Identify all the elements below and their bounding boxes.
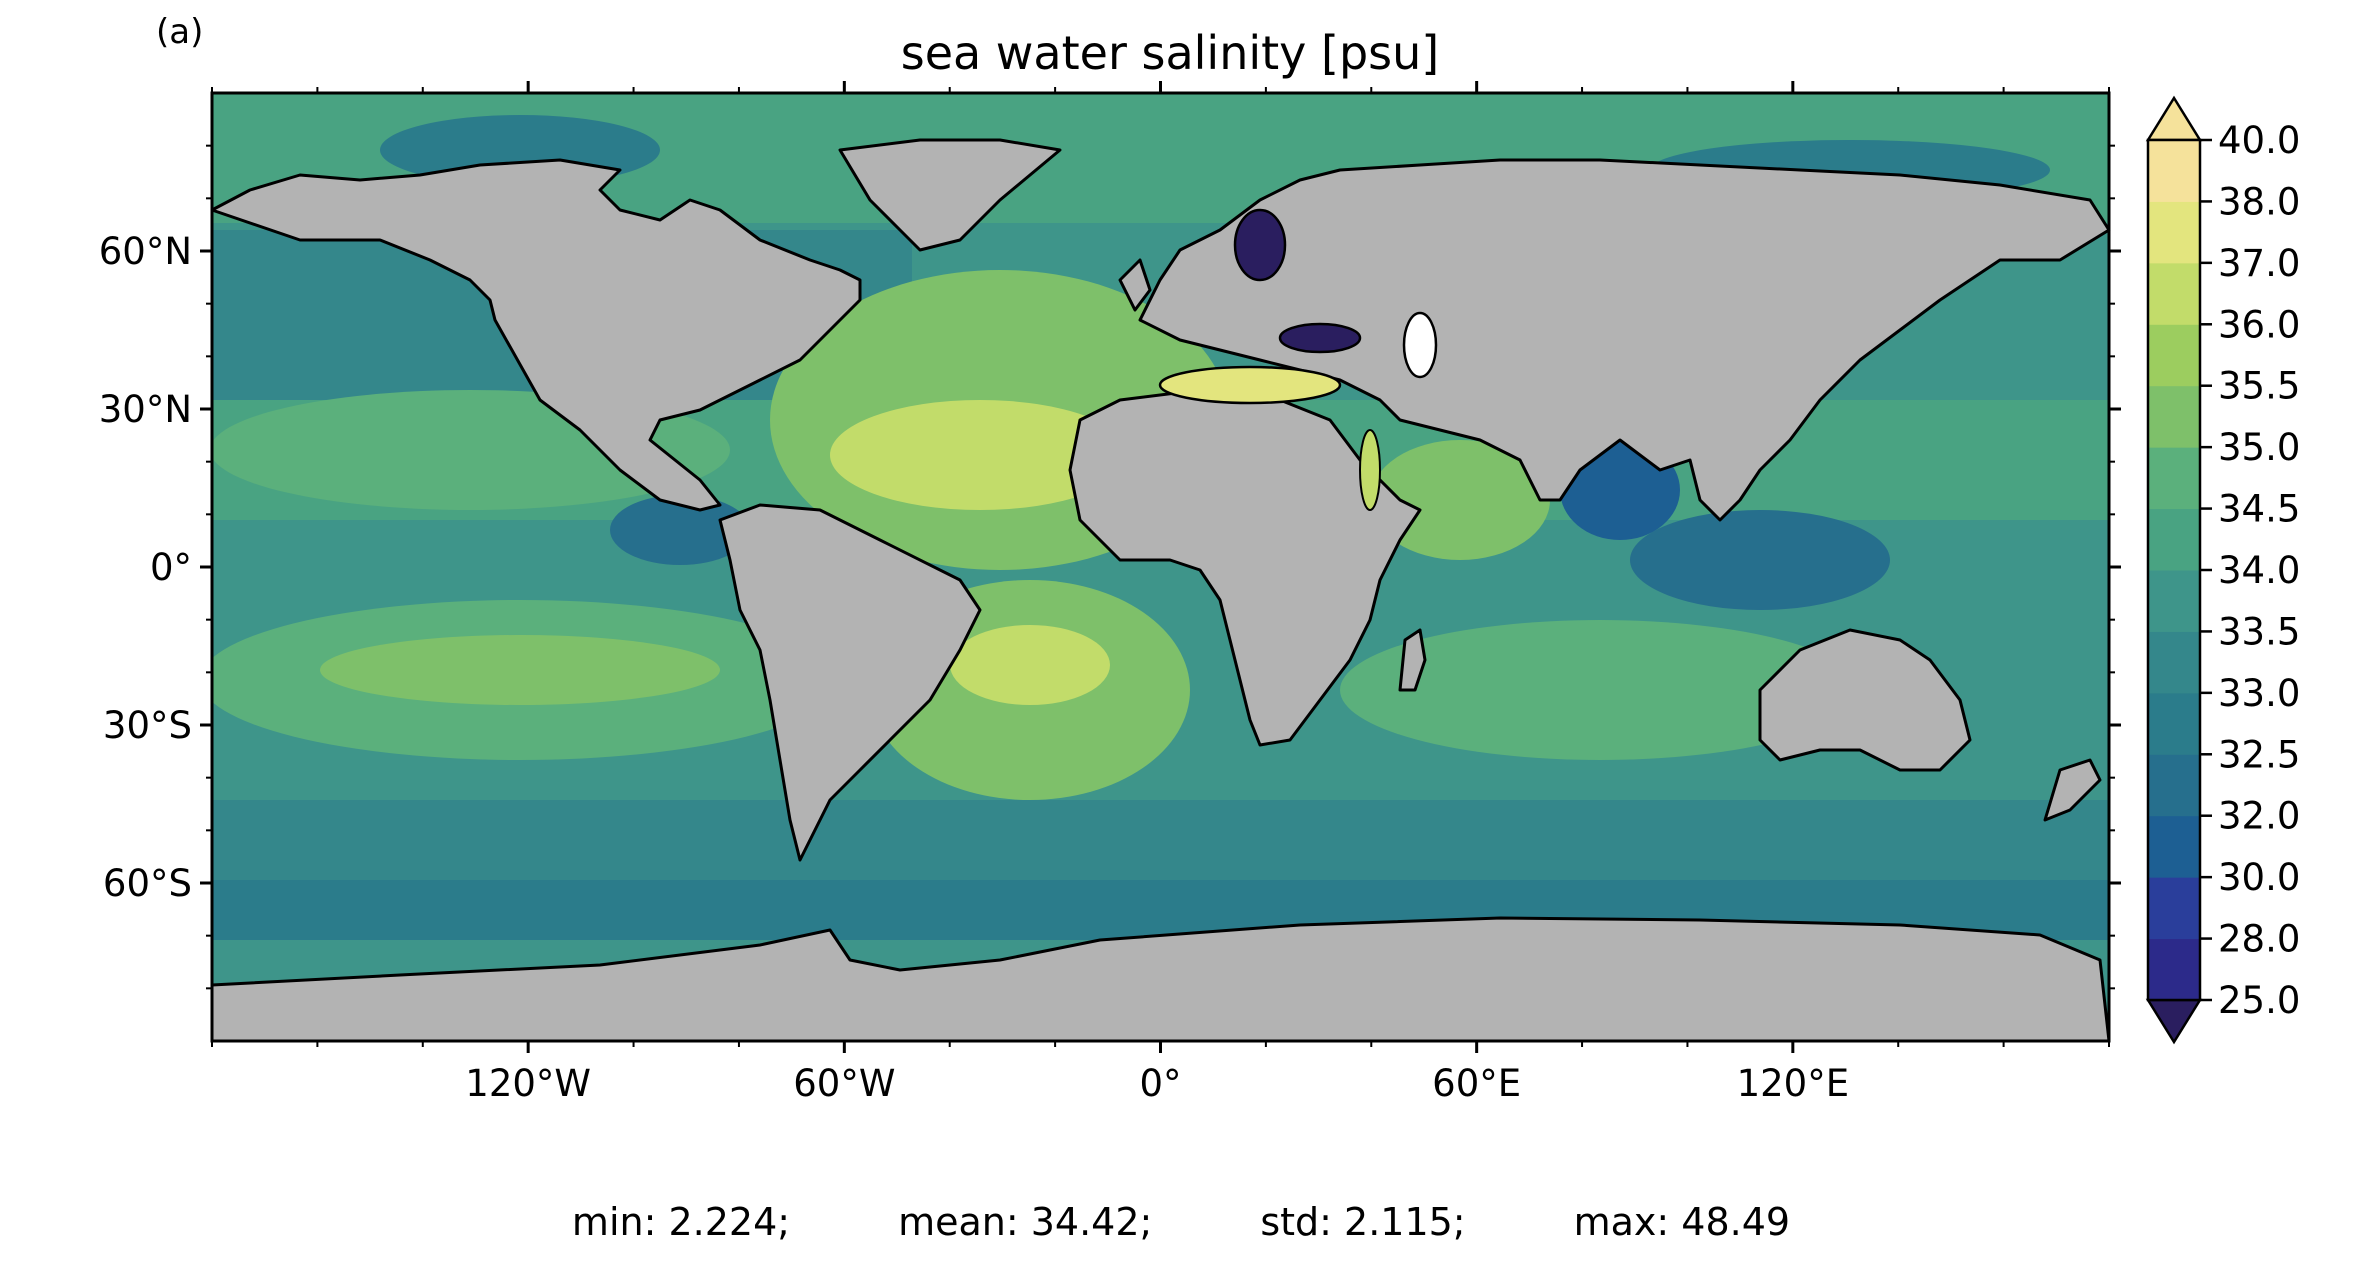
colorbar-segment [2148,201,2200,264]
mediterranean [1158,365,1342,405]
panama-bight [610,495,750,565]
madagascar [1398,628,1427,692]
colorbar-tick-label: 33.0 [2218,672,2300,715]
red-sea [1359,429,1381,511]
colorbar-segment [2148,877,2200,940]
stat-std: std: 2.115; [1260,1200,1466,1244]
south-pacific-core [320,635,720,705]
colorbar-tick-label: 30.0 [2218,856,2300,899]
greenland [838,138,1062,252]
colorbar-segment [2148,692,2200,755]
colorbar-segment [2148,631,2200,694]
north-america [210,158,862,512]
lat-tick-label: 0° [150,546,192,589]
colorbar-tick-label: 25.0 [2218,979,2300,1022]
colorbar-segment [2148,324,2200,387]
colorbar-extend-min [2145,998,2203,1045]
black-sea [1278,322,1362,354]
colorbar-segment [2148,385,2200,448]
colorbar-tick-label: 40.0 [2218,119,2300,162]
africa [1068,388,1422,747]
bay-of-bengal [1560,440,1680,540]
land [210,138,2111,1043]
colorbar-tick-label: 33.5 [2218,610,2300,653]
baltic-sea [1233,208,1287,282]
eurasia [1138,158,2111,522]
stat-min: min: 2.224; [571,1200,791,1244]
stat-mean: mean: 34.42; [898,1200,1153,1244]
colorbar-extend-max [2145,95,2203,142]
colorbar-tick-label: 36.0 [2218,303,2300,346]
longitude-ticks: 120°W 60°W 0° 60°E 120°E [211,81,2110,1105]
colorbar-segment [2148,508,2200,571]
stat-max: max: 48.49 [1573,1200,1791,1244]
colorbar-tick-label: 32.0 [2218,795,2300,838]
lon-tick-label: 120°E [1737,1062,1850,1105]
uk-ireland [1118,258,1152,312]
colorbar-tick-label: 37.0 [2218,242,2300,285]
colorbar-tick-label: 34.0 [2218,549,2300,592]
colorbar: 25.0 28.0 30.0 32.0 32.5 33.0 33.5 34.0 34.5 35.0… [2145,95,2300,1045]
lon-tick-label: 60°E [1432,1062,1521,1105]
colorbar-tick-label: 34.5 [2218,488,2300,531]
lat-tick-label: 30°S [103,704,192,747]
lon-tick-label: 60°W [793,1062,895,1105]
panel-label: (a) [156,12,204,52]
lon-tick-label: 120°W [465,1062,591,1105]
new-zealand [2043,758,2102,822]
caspian-sea [1402,311,1438,379]
antarctica [210,916,2111,1043]
lat-tick-label: 30°N [99,388,192,431]
lat-tick-label: 60°N [99,230,192,273]
colorbar-tick-label: 35.0 [2218,426,2300,469]
colorbar-segment [2148,754,2200,817]
colorbar-tick-label: 38.0 [2218,180,2300,223]
stats-line: min: 2.224; mean: 34.42; std: 2.115; max: 4… [0,1200,2362,1244]
australia [1758,628,1972,772]
colorbar-segment [2148,262,2200,325]
north-atlantic-core [830,400,1130,510]
colorbar-segment [2148,938,2200,1001]
map-title: sea water salinity [psu] [900,26,1440,80]
colorbar-segment [2148,140,2200,202]
latitude-ticks: 60°N 30°N 0° 30°S 60°S [99,144,2121,990]
colorbar-segment [2148,815,2200,878]
lat-tick-label: 60°S [103,862,192,905]
lon-tick-label: 0° [1139,1062,1181,1105]
colorbar-segment [2148,447,2200,510]
colorbar-tick-label: 28.0 [2218,918,2300,961]
colorbar-tick-label: 35.5 [2218,365,2300,408]
south-atlantic-core [950,625,1110,705]
south-america [718,503,982,862]
arabian-sea [1370,440,1550,560]
colorbar-tick-label: 32.5 [2218,733,2300,776]
indian-ocean-south [1340,620,1860,760]
maritime-continent [1630,510,1890,610]
colorbar-segment [2148,570,2200,632]
